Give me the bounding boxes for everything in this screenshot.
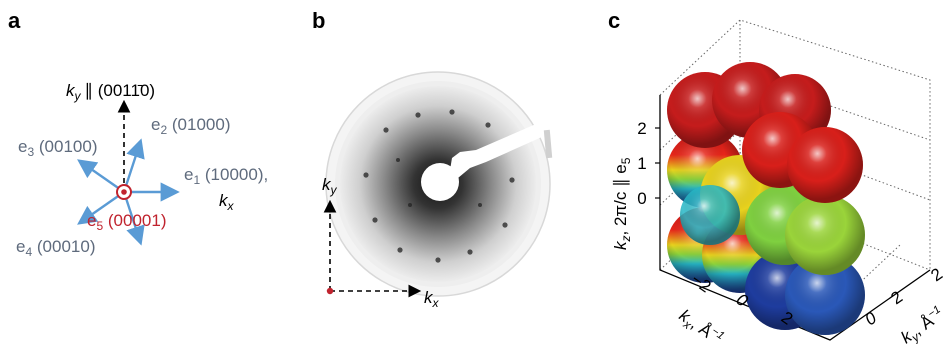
y-axis-label: ky, Å−1 <box>897 303 949 344</box>
e5-label: e5 (00001) <box>87 211 166 233</box>
e2-vector <box>122 138 145 193</box>
z-axis-label: kz, 2π/c ∥ e5 <box>611 157 633 250</box>
e4-vector <box>77 191 125 225</box>
e4-label: e4 (00010) <box>16 237 95 259</box>
z-tick: 0 <box>637 189 646 208</box>
ky-label: ky <box>322 175 338 197</box>
panel-c: c <box>600 0 950 344</box>
e3-label: e3 (00100) <box>18 137 97 159</box>
ky-label: ky ∥ (0011̄0) <box>66 81 155 103</box>
z-tick: 1 <box>637 154 646 173</box>
beam-stop <box>421 124 544 201</box>
kx-label: kx <box>219 191 235 213</box>
panel-c-label: c <box>608 8 621 33</box>
e5-hidden-vector <box>122 191 145 246</box>
brillouin-zone-3d-plot: 2 1 0 kz, 2π/c ∥ e5 −2 0 2 kx, Å−1 0 2 2… <box>611 19 949 344</box>
z-tick: 2 <box>637 119 646 138</box>
panel-a-label: a <box>8 8 21 33</box>
e3-vector <box>77 159 125 193</box>
panel-a: a ky ∥ (0011̄0) e2 (01000) e3 (00100) e1 … <box>0 0 300 344</box>
origin-dot <box>326 287 334 295</box>
diffraction-pattern: ky kx <box>322 71 553 310</box>
e1-label: e1 (10000), <box>184 165 268 187</box>
kx-label: kx <box>424 288 440 310</box>
basis-vector-diagram: ky ∥ (0011̄0) e2 (01000) e3 (00100) e1 (1… <box>16 81 268 259</box>
panel-b: b <box>300 0 600 344</box>
y-tick: 0 <box>861 308 880 329</box>
y-tick: 2 <box>887 287 906 308</box>
e2-label: e2 (01000) <box>151 115 230 137</box>
sphere-cluster <box>667 62 865 335</box>
y-tick: 2 <box>927 264 946 285</box>
panel-b-label: b <box>312 8 326 33</box>
